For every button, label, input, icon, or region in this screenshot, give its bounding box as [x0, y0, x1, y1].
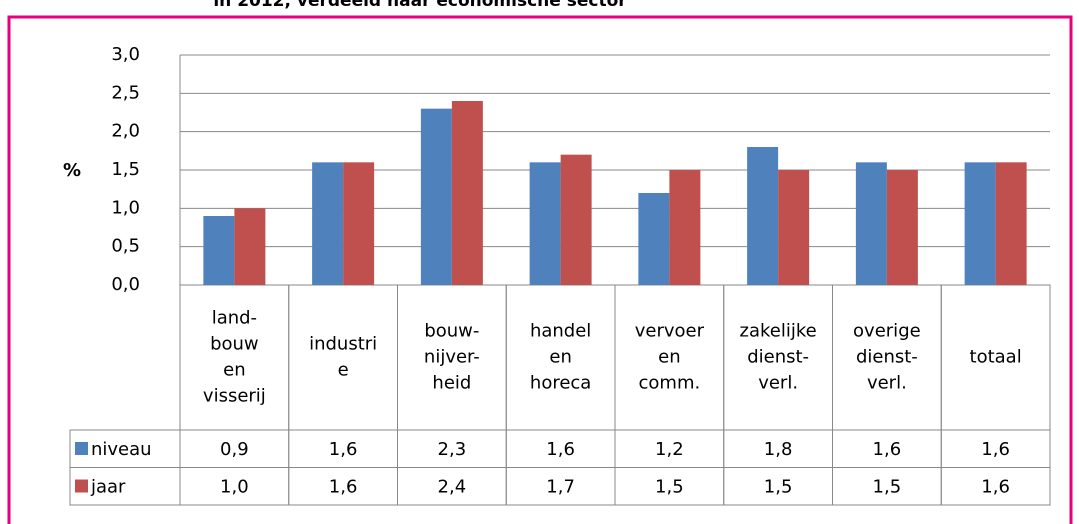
- x-tick-label: verl.: [867, 373, 907, 394]
- x-tick-label: dienst-: [747, 347, 809, 368]
- table-value: 1,8: [764, 439, 793, 460]
- x-tick-label: handel: [530, 321, 591, 342]
- y-tick-label: 1,5: [111, 159, 140, 180]
- bar: [312, 162, 344, 285]
- table-value: 1,5: [655, 476, 684, 497]
- legend-swatch: [75, 442, 88, 455]
- chart-title: in 2012, verdeeld naar economische secto…: [213, 0, 627, 11]
- x-tick-label: zakelijke: [740, 321, 817, 342]
- table-value: 1,2: [655, 439, 684, 460]
- x-tick-label: industri: [309, 334, 377, 355]
- table-value: 1,7: [546, 476, 575, 497]
- x-tick-label: bouw: [210, 334, 259, 355]
- bar: [203, 216, 235, 285]
- table-cell: [288, 284, 398, 431]
- y-tick-label: 3,0: [111, 44, 140, 65]
- bar: [560, 154, 592, 285]
- x-tick-label: en: [658, 347, 680, 368]
- x-tick-label: e: [338, 360, 349, 381]
- y-tick-label: 0,0: [111, 274, 140, 295]
- table-value: 0,9: [220, 439, 249, 460]
- x-tick-label: en: [549, 347, 571, 368]
- x-tick-label: verl.: [758, 373, 798, 394]
- bar: [964, 162, 996, 285]
- bar: [638, 193, 670, 285]
- legend-label: jaar: [90, 476, 126, 497]
- bar: [451, 101, 483, 285]
- table-value: 1,6: [981, 476, 1010, 497]
- table-value: 1,5: [764, 476, 793, 497]
- x-tick-label: heid: [432, 373, 471, 394]
- table-value: 2,3: [438, 439, 467, 460]
- x-tick-label: land-: [212, 308, 257, 329]
- x-tick-label: horeca: [530, 373, 591, 394]
- y-tick-label: 2,5: [111, 82, 140, 103]
- x-tick-label: nijver-: [424, 347, 480, 368]
- table-value: 1,6: [981, 439, 1010, 460]
- table-value: 1,6: [546, 439, 575, 460]
- bar: [234, 208, 266, 285]
- y-axis-label: %: [63, 160, 81, 181]
- x-tick-label: vervoer: [635, 321, 705, 342]
- bar: [669, 170, 701, 285]
- legend-swatch: [75, 479, 88, 493]
- x-tick-label: visserij: [203, 386, 266, 407]
- table-value: 1,6: [329, 439, 358, 460]
- bar: [420, 108, 452, 286]
- x-tick-label: comm.: [639, 373, 701, 394]
- bar: [886, 170, 918, 285]
- bar: [529, 162, 561, 285]
- x-tick-label: bouw-: [424, 321, 479, 342]
- y-tick-label: 1,0: [111, 197, 140, 218]
- bar: [778, 170, 810, 285]
- bar: [855, 162, 887, 285]
- bar: [343, 162, 375, 285]
- x-tick-label: en: [223, 360, 245, 381]
- table-value: 2,4: [438, 476, 467, 497]
- bar: [747, 147, 779, 285]
- table-value: 1,6: [873, 439, 902, 460]
- y-tick-label: 2,0: [111, 121, 140, 142]
- bar: [995, 162, 1027, 285]
- y-tick-label: 0,5: [111, 236, 140, 257]
- x-tick-label: totaal: [970, 347, 1022, 368]
- table-value: 1,0: [220, 476, 249, 497]
- x-tick-label: dienst-: [856, 347, 918, 368]
- frame: [7, 15, 1073, 524]
- table-value: 1,5: [873, 476, 902, 497]
- table-cell: [940, 467, 1051, 506]
- x-tick-label: overige: [853, 321, 921, 342]
- legend-label: niveau: [91, 439, 152, 460]
- table-value: 1,6: [329, 476, 358, 497]
- table-cell: [69, 467, 181, 506]
